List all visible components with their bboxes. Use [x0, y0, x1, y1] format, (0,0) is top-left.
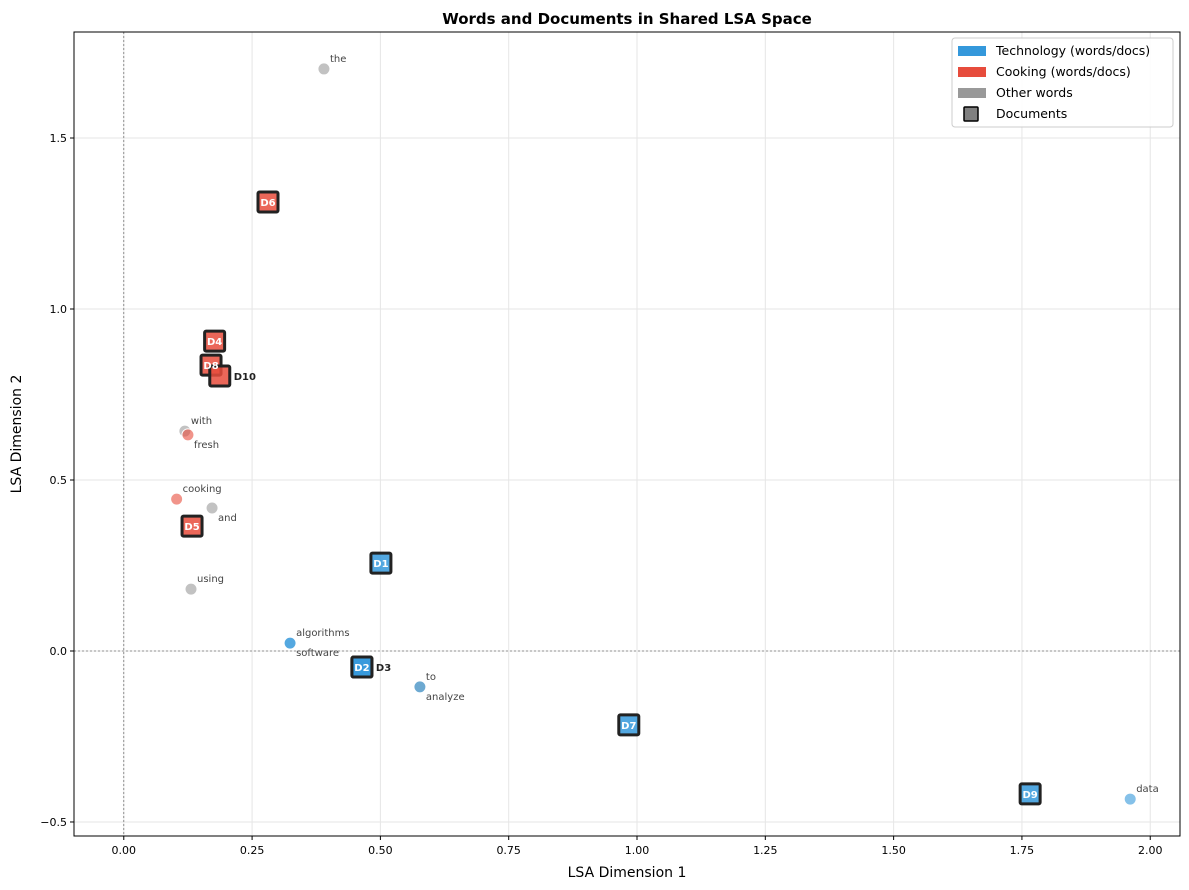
document-label: D5 [184, 522, 199, 533]
legend-label: Documents [996, 106, 1067, 121]
plot-frame [73, 31, 1181, 837]
word-label: cooking [183, 484, 222, 495]
document-marker [1018, 782, 1042, 806]
x-tick-label: 1.50 [881, 844, 906, 857]
x-tick-label: 1.75 [1010, 844, 1035, 857]
word-point [205, 501, 219, 515]
word-label: the [330, 54, 346, 65]
data-labels: D1 D2 D3 D4 D5 D6 D7 D8 D9 D10 the with fresh cooking… [183, 54, 1159, 801]
x-tick-label: 0.00 [112, 844, 137, 857]
document-label: D4 [207, 337, 222, 348]
x-tick-label: 0.75 [496, 844, 521, 857]
y-tick-label: −0.5 [40, 816, 67, 829]
document-marker [350, 655, 374, 679]
word-point [184, 582, 198, 596]
legend-swatch [958, 46, 986, 56]
y-axis-label: LSA Dimension 2 [9, 375, 25, 494]
document-label: D9 [1023, 790, 1038, 801]
legend-swatch [958, 67, 986, 77]
word-label: analyze [426, 692, 465, 703]
x-tick-label: 1.25 [753, 844, 778, 857]
x-tick-label: 1.00 [625, 844, 650, 857]
word-point [170, 492, 184, 506]
word-point [317, 62, 331, 76]
document-label: D8 [203, 361, 218, 372]
word-label: data [1136, 784, 1159, 795]
x-tick-label: 2.00 [1138, 844, 1163, 857]
word-label: and [218, 513, 237, 524]
word-label: with [191, 416, 212, 427]
legend-swatch [958, 88, 986, 98]
y-tick-label: 1.5 [50, 132, 68, 145]
chart-title: Words and Documents in Shared LSA Space [442, 10, 812, 28]
document-label: D10 [234, 372, 256, 383]
word-point [181, 428, 195, 442]
legend-label: Technology (words/docs) [995, 43, 1150, 58]
word-label: to [426, 672, 436, 683]
word-label: software [296, 648, 339, 659]
document-label: D7 [621, 721, 636, 732]
document-marker [256, 190, 280, 214]
word-point [1123, 792, 1137, 806]
document-marker [208, 364, 232, 388]
document-marker [180, 514, 204, 538]
reference-lines [74, 32, 1180, 836]
word-label: algorithms [296, 628, 349, 639]
document-label: D2 [354, 663, 369, 674]
x-tick-label: 0.25 [240, 844, 265, 857]
word-label: using [197, 574, 224, 585]
y-tick-label: 0.5 [50, 474, 68, 487]
word-point [413, 680, 427, 694]
legend-box [951, 37, 1174, 128]
word-label: fresh [194, 440, 219, 451]
document-marker [617, 713, 641, 737]
legend: Technology (words/docs) Cooking (words/do… [951, 37, 1174, 128]
y-tick-label: 0.0 [50, 645, 68, 658]
legend-document-marker [963, 106, 979, 122]
legend-label: Other words [996, 85, 1073, 100]
document-label: D1 [373, 559, 388, 570]
document-label: D3 [376, 663, 391, 674]
data-markers [170, 62, 1137, 806]
y-tick-label: 1.0 [50, 303, 68, 316]
legend-label: Cooking (words/docs) [996, 64, 1131, 79]
word-point [283, 636, 297, 650]
x-tick-label: 0.50 [368, 844, 393, 857]
document-label: D6 [260, 198, 275, 209]
document-marker [203, 329, 227, 353]
x-axis-label: LSA Dimension 1 [568, 865, 687, 881]
axis-ticks: 0.00 0.25 0.50 0.75 1.00 1.25 1.50 1.75 2.00 −0.5… [40, 132, 1162, 857]
document-marker [369, 551, 393, 575]
